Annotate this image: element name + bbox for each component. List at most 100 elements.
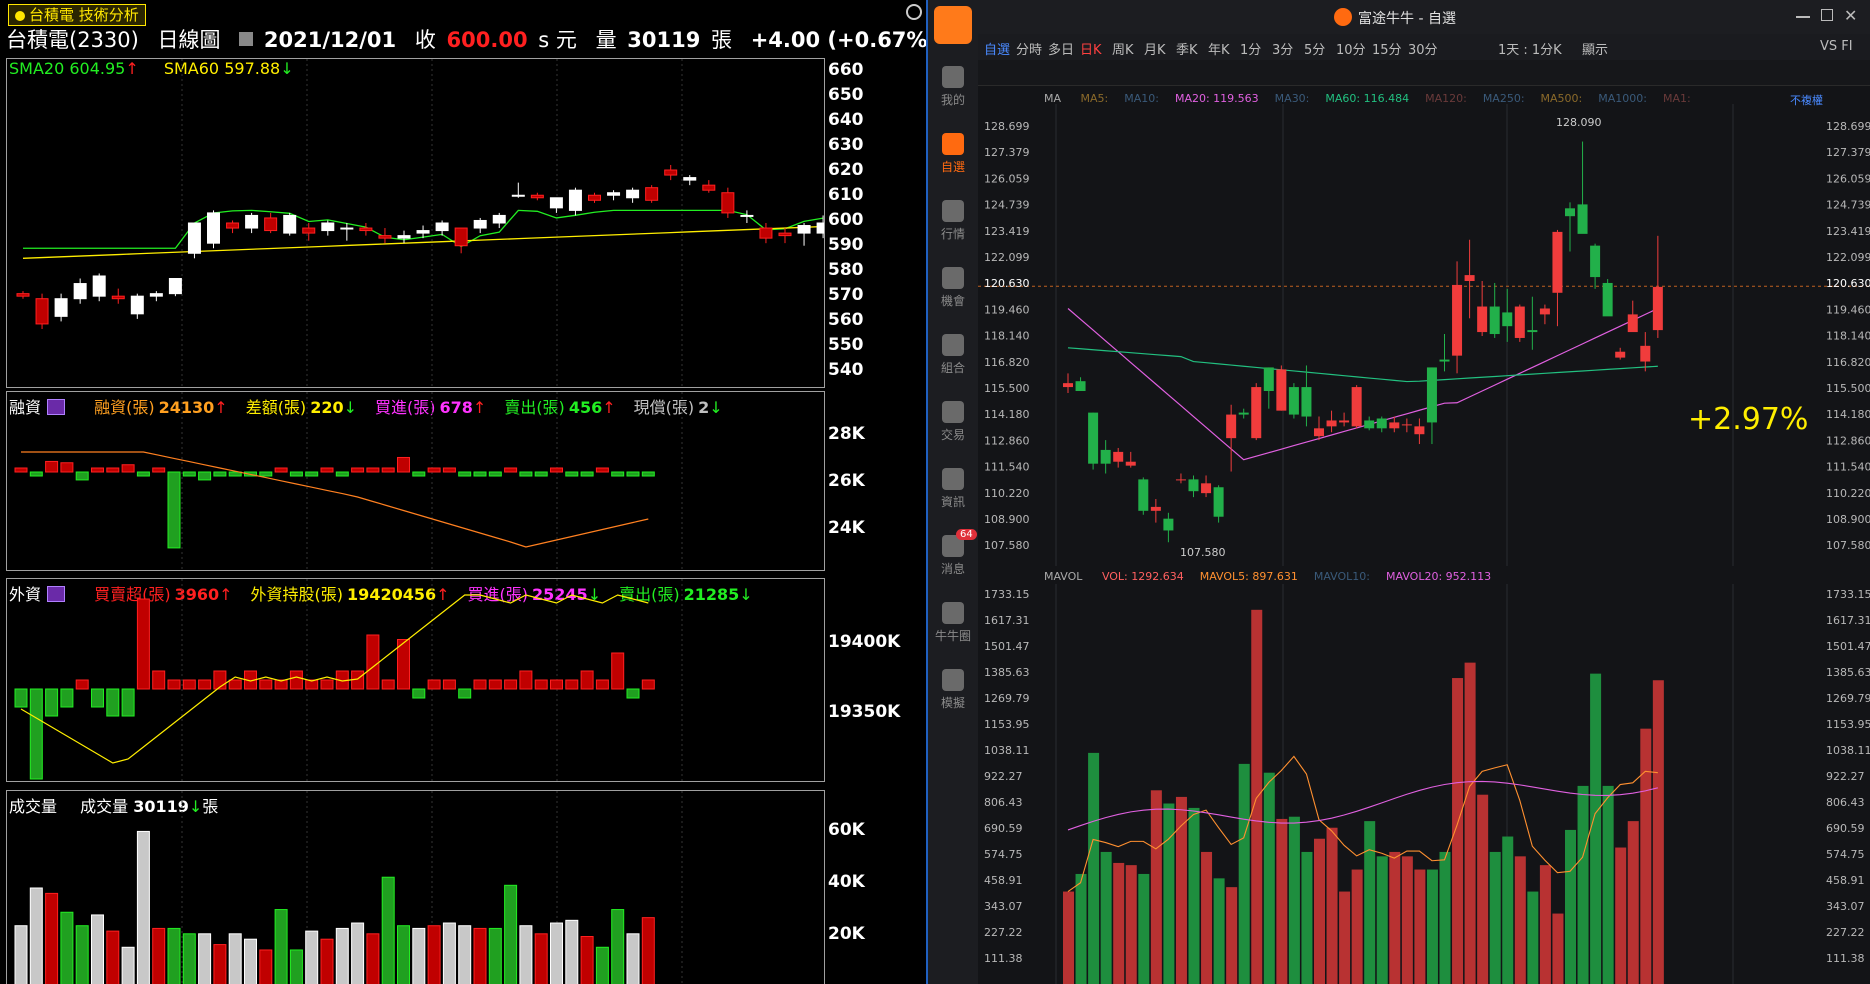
sidebar-item[interactable]: 牛牛圈 xyxy=(928,602,978,644)
pane-divider[interactable] xyxy=(926,0,928,984)
sidebar-item[interactable]: 模擬 xyxy=(928,669,978,711)
candle-body xyxy=(359,227,373,232)
maximize-icon[interactable] xyxy=(1821,9,1833,21)
sidebar-item[interactable]: 交易 xyxy=(928,401,978,443)
minimize-icon[interactable] xyxy=(1796,16,1810,18)
k-chart[interactable]: 128.699 128.699 127.379 127.379 126.059 126.0… xyxy=(928,104,1870,566)
mavol-label[interactable]: MAVOL xyxy=(1044,570,1083,583)
window-tab[interactable]: 台積電 技術分析 xyxy=(8,4,146,26)
candle-body xyxy=(1426,367,1437,423)
app-avatar[interactable] xyxy=(934,6,972,44)
price-tick: 620 xyxy=(828,160,864,180)
period-tab[interactable]: 季K xyxy=(1176,43,1198,58)
candle-body xyxy=(1652,286,1663,331)
period-tab[interactable]: 30分 xyxy=(1408,43,1438,58)
settings-list-icon[interactable] xyxy=(47,399,66,415)
volume-bar xyxy=(366,933,380,984)
indicator-item[interactable]: MA10: xyxy=(1124,92,1159,105)
period-tab[interactable]: 分時 xyxy=(1016,43,1043,58)
period-tab[interactable]: 3分 xyxy=(1272,43,1294,58)
candle-body xyxy=(1150,506,1161,511)
legend-label: 現償(張) xyxy=(633,398,695,417)
vol-chart[interactable]: 1733.15 1733.15 1617.31 1617.31 1501.47 1501.… xyxy=(928,584,1870,984)
sidebar-item[interactable]: 行情 xyxy=(928,200,978,242)
candle-body xyxy=(816,222,824,234)
price-panel: SMA20 604.95↑ SMA60 597.88↓ xyxy=(6,58,825,388)
indicator-item[interactable]: VOL: 1292.634 xyxy=(1101,570,1184,583)
candle-body xyxy=(1251,387,1262,439)
high-label: 128.090 xyxy=(1556,116,1602,129)
dropdown-icon[interactable] xyxy=(239,32,254,46)
period-tab[interactable]: 1分 xyxy=(1240,43,1262,58)
zoom-icon[interactable] xyxy=(906,4,922,20)
foreign-bar xyxy=(427,679,441,690)
price-axis-tick-left: 108.900 xyxy=(984,513,1030,526)
period-tab[interactable]: 10分 xyxy=(1336,43,1366,58)
margin-bar xyxy=(305,471,319,477)
indicator-item[interactable]: MAVOL5: 897.631 xyxy=(1199,570,1298,583)
indicator-item[interactable]: MA30: xyxy=(1274,92,1310,105)
period-tab[interactable]: 日K xyxy=(1080,43,1102,58)
arrow-up-icon: ↑ xyxy=(214,398,228,417)
sidebar-item[interactable]: 資訊 xyxy=(928,468,978,510)
legend-label: 買進(張) xyxy=(375,398,436,417)
indicator-item[interactable]: MA500: xyxy=(1540,92,1583,105)
candle-body xyxy=(1615,351,1626,358)
volume-bar xyxy=(534,933,548,984)
volume-bar xyxy=(1100,851,1112,984)
margin-chart[interactable] xyxy=(7,392,824,570)
period-tab[interactable]: 15分 xyxy=(1372,43,1402,58)
foreign-bar xyxy=(519,670,533,690)
indicator-item[interactable]: MAVOL10: xyxy=(1313,570,1371,583)
foreign-bar xyxy=(595,679,609,690)
sidebar-item[interactable]: 自選 xyxy=(928,133,978,175)
indicator-item[interactable]: MA20: 119.563 xyxy=(1174,92,1259,105)
candle-body xyxy=(759,227,773,239)
volume-bar xyxy=(1439,851,1451,984)
close-icon[interactable]: ✕ xyxy=(1844,6,1858,25)
indicator-item[interactable]: MA120: xyxy=(1425,92,1467,105)
sidebar-item[interactable]: 組合 xyxy=(928,334,978,376)
period-tab[interactable]: 5分 xyxy=(1304,43,1326,58)
low-label: 107.580 xyxy=(1180,546,1226,559)
indicator-item[interactable]: MAVOL20: 952.113 xyxy=(1386,570,1492,583)
margin-bar xyxy=(274,467,288,473)
foreign-bar xyxy=(75,679,89,690)
pie-icon xyxy=(942,334,964,356)
sidebar-item[interactable]: 消息 64 xyxy=(928,529,978,577)
period-tab[interactable]: 周K xyxy=(1112,43,1134,58)
period-tab[interactable]: 年K xyxy=(1208,43,1230,58)
margin-bar xyxy=(641,471,655,477)
volume-chart[interactable] xyxy=(7,791,824,984)
vol-axis-tick-left: 111.38 xyxy=(984,952,1023,965)
toolbar-option[interactable]: VS FI xyxy=(1820,39,1853,54)
price-axis-tick-right: 112.860 xyxy=(1826,434,1870,447)
period-label[interactable]: 日線圖 xyxy=(157,28,221,52)
margin-bar xyxy=(289,471,303,477)
candle-body xyxy=(1175,479,1186,481)
foreign-bar xyxy=(366,634,380,690)
indicator-item[interactable]: MA5: xyxy=(1080,92,1109,105)
indicator-item[interactable]: MA1000: xyxy=(1598,92,1647,105)
indicator-item[interactable]: MA1: xyxy=(1662,92,1691,105)
indicator-item[interactable]: MA60: 116.484 xyxy=(1325,92,1410,105)
margin-bar xyxy=(473,471,487,477)
foreign-chart[interactable] xyxy=(7,579,824,781)
period-tab[interactable]: 月K xyxy=(1144,43,1166,58)
price-change: +4.00 (+0.67%) xyxy=(750,28,938,52)
vol-axis-tick-left: 1617.31 xyxy=(984,614,1030,627)
volume-bar xyxy=(504,884,518,984)
settings-list-icon[interactable] xyxy=(47,586,66,602)
indicator-item[interactable]: MA250: xyxy=(1482,92,1525,105)
price-chart[interactable] xyxy=(7,59,824,387)
foreign-bar xyxy=(611,652,625,690)
toolbar-option[interactable]: 1天 : 1分K xyxy=(1498,43,1562,58)
ma-label[interactable]: MA xyxy=(1044,92,1062,105)
adjust-button[interactable]: 不複權 xyxy=(1790,94,1823,107)
sidebar-item[interactable]: 機會 xyxy=(928,267,978,309)
period-tab[interactable]: 自選 xyxy=(984,43,1011,58)
toolbar-option[interactable]: 顯示 xyxy=(1582,43,1609,58)
sidebar-item[interactable]: 我的 xyxy=(928,66,978,108)
volume-unit: 張 xyxy=(711,28,732,52)
period-tab[interactable]: 多日 xyxy=(1048,43,1075,58)
